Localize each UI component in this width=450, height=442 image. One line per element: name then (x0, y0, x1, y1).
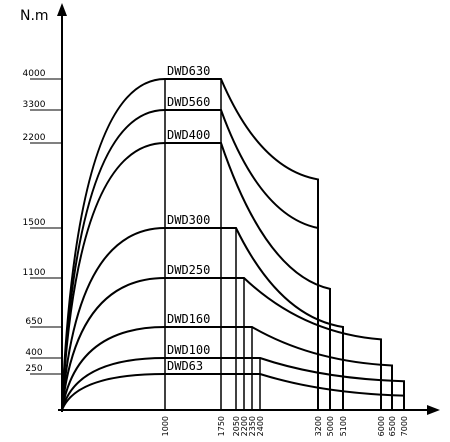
x-arrow (427, 405, 440, 415)
series-label: DWD400 (167, 128, 210, 142)
x-tick-label: 1750 (217, 416, 226, 436)
y-tick-label: 650 (25, 317, 42, 327)
series-label: DWD630 (167, 64, 210, 78)
y-tick-label: 3300 (23, 100, 46, 110)
series-label: DWD100 (167, 343, 210, 357)
series-label: DWD560 (167, 95, 210, 109)
x-tick-label: 3200 (314, 416, 323, 436)
torque-curve (61, 78, 319, 411)
y-tick-label: 1100 (23, 268, 46, 278)
torque-curve (61, 357, 405, 411)
x-tick-label: 7000 (400, 416, 409, 436)
series-label: DWD63 (167, 359, 203, 373)
y-tick-label: 4000 (23, 69, 46, 79)
y-axis-label: N.m (20, 8, 49, 24)
y-tick-label: 1500 (23, 218, 46, 228)
torque-curve (61, 277, 382, 411)
x-tick-label: 5100 (339, 416, 348, 436)
x-tick-label: 6500 (388, 416, 397, 436)
torque-curve (61, 326, 393, 411)
series-label: DWD160 (167, 312, 210, 326)
x-tick-label: 2400 (256, 416, 265, 436)
series-label: DWD300 (167, 213, 210, 227)
x-tick-label: 6000 (377, 416, 386, 436)
torque-curve (61, 373, 405, 411)
x-tick-label: 2350 (248, 416, 257, 436)
x-tick-label: 1000 (161, 416, 170, 436)
x-tick-label: 2200 (240, 416, 249, 436)
y-tick-label: 250 (25, 364, 42, 374)
x-tick-label: 2050 (232, 416, 241, 436)
y-tick-label: 400 (25, 348, 42, 358)
torque-curve (61, 109, 319, 411)
torque-curve (61, 227, 344, 411)
series-label: DWD250 (167, 263, 210, 277)
y-arrow (57, 3, 67, 16)
x-tick-label: 5000 (326, 416, 335, 436)
y-tick-label: 2200 (23, 133, 46, 143)
torque-curve (61, 142, 331, 411)
